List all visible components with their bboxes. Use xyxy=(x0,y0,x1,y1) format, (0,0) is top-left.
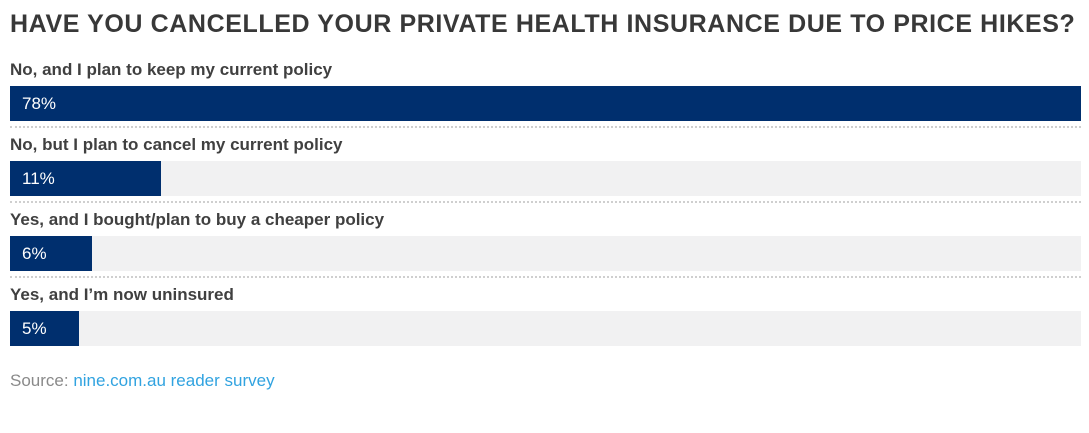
chart-row: No, and I plan to keep my current policy… xyxy=(10,61,1081,128)
chart-title: HAVE YOU CANCELLED YOUR PRIVATE HEALTH I… xyxy=(10,10,1076,38)
bar: 5% xyxy=(10,311,79,346)
bar-track: 78% xyxy=(10,86,1081,121)
bar-value-label: 6% xyxy=(22,243,47,263)
bar-track: 6% xyxy=(10,236,1081,271)
bar-track: 5% xyxy=(10,311,1081,346)
bar: 6% xyxy=(10,236,93,271)
bar-chart: No, and I plan to keep my current policy… xyxy=(10,61,1081,351)
bar-category-label: Yes, and I bought/plan to buy a cheaper … xyxy=(10,210,385,229)
source-line: Source: nine.com.au reader survey xyxy=(10,371,1081,391)
chart-row: Yes, and I bought/plan to buy a cheaper … xyxy=(10,211,1081,278)
source-link[interactable]: nine.com.au reader survey xyxy=(73,371,275,390)
bar-value-label: 78% xyxy=(22,93,57,113)
source-prefix: Source: xyxy=(10,371,74,390)
bar-value-label: 11% xyxy=(22,168,55,188)
chart-row: Yes, and I’m now uninsured 5% xyxy=(10,286,1081,351)
bar-category-label: Yes, and I’m now uninsured xyxy=(10,285,234,304)
bar-value-label: 5% xyxy=(22,318,47,338)
bar-category-label: No, and I plan to keep my current policy xyxy=(10,60,333,79)
bar: 78% xyxy=(10,86,1081,121)
chart-row: No, but I plan to cancel my current poli… xyxy=(10,136,1081,203)
bar-track: 11% xyxy=(10,161,1081,196)
bar: 11% xyxy=(10,161,162,196)
bar-category-label: No, but I plan to cancel my current poli… xyxy=(10,135,343,154)
